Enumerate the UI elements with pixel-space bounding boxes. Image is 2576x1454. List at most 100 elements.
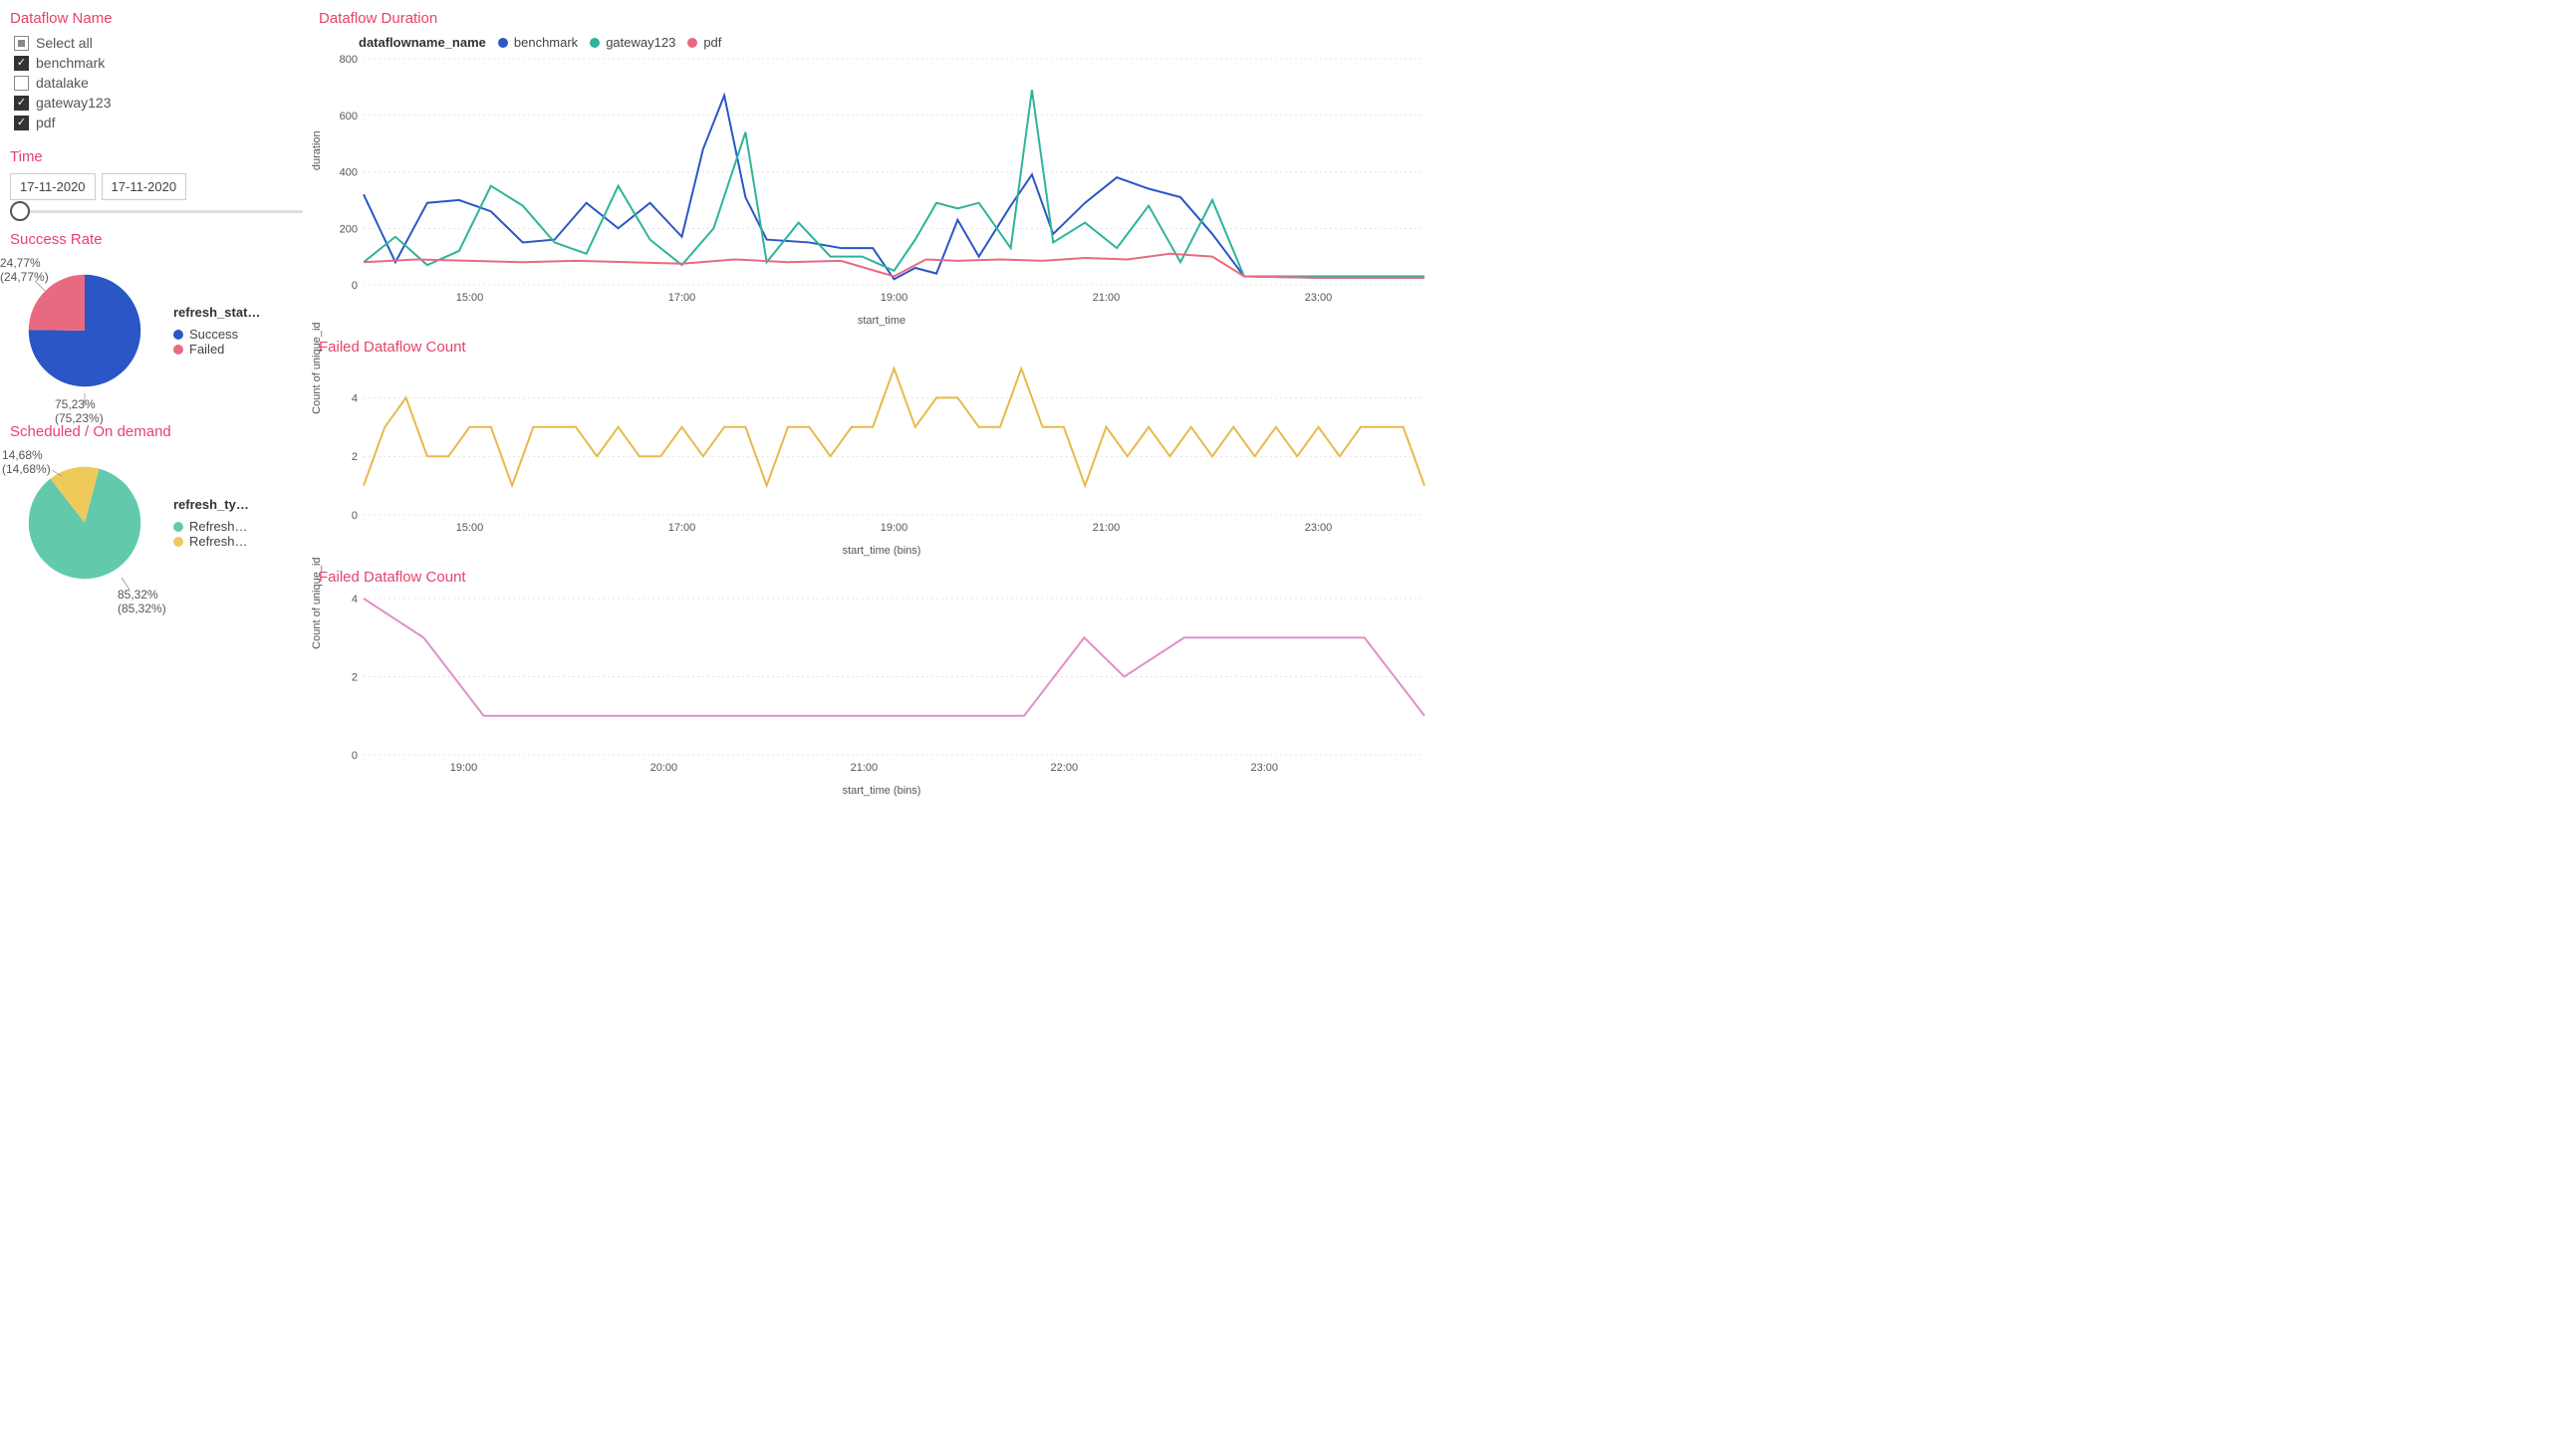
scheduled-pie: 85,32%(85,32%)14,68%(14,68%) [10, 448, 159, 598]
legend-label: Failed [189, 342, 224, 357]
pie-label: 75,23%(75,23%) [55, 397, 104, 426]
series-gateway123 [364, 90, 1424, 276]
svg-text:2: 2 [352, 672, 358, 684]
time-panel: Time 17-11-2020 17-11-2020 [10, 148, 309, 213]
svg-text:600: 600 [340, 111, 358, 122]
svg-text:23:00: 23:00 [1250, 762, 1278, 774]
legend-label: Success [189, 327, 238, 342]
legend-swatch [173, 345, 183, 355]
legend-item: pdf [687, 35, 721, 50]
success-rate-title: Success Rate [10, 231, 309, 248]
pie-label: 14,68%(14,68%) [2, 448, 51, 477]
pie-label: 24,77%(24,77%) [0, 256, 49, 285]
svg-text:23:00: 23:00 [1305, 292, 1333, 304]
series-line [364, 368, 1424, 486]
legend-label: Refresh… [189, 534, 248, 549]
failed-count-2-panel: Failed Dataflow Count Count of unique_id… [319, 569, 1444, 797]
filter-item-label: benchmark [36, 55, 105, 71]
checkbox-icon[interactable]: ✓ [14, 56, 29, 71]
success-legend-title: refresh_stat… [173, 305, 260, 320]
legend-swatch [498, 38, 508, 48]
legend-swatch [173, 537, 183, 547]
series-benchmark [364, 96, 1424, 279]
svg-text:21:00: 21:00 [851, 762, 879, 774]
checkbox-icon[interactable] [14, 76, 29, 91]
series-line [364, 599, 1424, 716]
svg-text:19:00: 19:00 [450, 762, 478, 774]
svg-text:15:00: 15:00 [456, 292, 484, 304]
checkbox-icon[interactable] [14, 36, 29, 51]
svg-text:0: 0 [352, 280, 358, 292]
svg-text:21:00: 21:00 [1093, 292, 1121, 304]
filter-item-datalake[interactable]: datalake [14, 75, 309, 91]
legend-swatch [173, 330, 183, 340]
filter-item-label: pdf [36, 115, 55, 130]
duration-chart: duration020040060080015:0017:0019:0021:0… [319, 54, 1444, 327]
filter-item-label: datalake [36, 75, 89, 91]
failed-count-1-panel: Failed Dataflow Count Count of unique_id… [319, 339, 1444, 557]
legend-label: gateway123 [606, 35, 675, 50]
duration-chart-title: Dataflow Duration [319, 10, 1444, 27]
filter-item-Select-all[interactable]: Select all [14, 35, 309, 51]
legend-item: Failed [173, 342, 260, 357]
legend-label: pdf [703, 35, 721, 50]
legend-item: Refresh… [173, 519, 249, 534]
filter-item-benchmark[interactable]: ✓ benchmark [14, 55, 309, 71]
duration-chart-panel: Dataflow Duration dataflowname_name bench… [319, 10, 1444, 327]
legend-item: Success [173, 327, 260, 342]
svg-text:23:00: 23:00 [1305, 522, 1333, 534]
legend-swatch [173, 522, 183, 532]
duration-legend-label: dataflowname_name [359, 35, 486, 50]
svg-text:17:00: 17:00 [668, 522, 696, 534]
checkbox-icon[interactable]: ✓ [14, 96, 29, 111]
svg-text:2: 2 [352, 451, 358, 463]
failed-count-1-chart: Count of unique_id02415:0017:0019:0021:0… [319, 364, 1444, 557]
svg-text:0: 0 [352, 750, 358, 762]
filter-item-pdf[interactable]: ✓ pdf [14, 115, 309, 130]
svg-text:22:00: 22:00 [1051, 762, 1079, 774]
y-axis-label: Count of unique_id [311, 322, 323, 413]
svg-text:20:00: 20:00 [650, 762, 678, 774]
svg-text:4: 4 [352, 392, 358, 404]
svg-text:19:00: 19:00 [881, 292, 908, 304]
filter-title: Dataflow Name [10, 10, 309, 27]
failed-count-2-chart: Count of unique_id02419:0020:0021:0022:0… [319, 594, 1444, 797]
legend-label: benchmark [514, 35, 578, 50]
svg-text:0: 0 [352, 510, 358, 522]
filter-item-label: gateway123 [36, 95, 112, 111]
time-title: Time [10, 148, 309, 165]
legend-label: Refresh… [189, 519, 248, 534]
pie-label: 85,32%(85,32%) [118, 588, 166, 616]
filter-item-label: Select all [36, 35, 93, 51]
x-axis-label: start_time (bins) [319, 785, 1444, 797]
time-start-input[interactable]: 17-11-2020 [10, 173, 96, 200]
series-pdf [364, 254, 1424, 278]
legend-swatch [687, 38, 697, 48]
time-slider-handle[interactable] [10, 201, 30, 221]
filter-item-gateway123[interactable]: ✓ gateway123 [14, 95, 309, 111]
filter-panel: Dataflow Name Select all ✓ benchmark datala… [10, 10, 309, 130]
svg-text:21:00: 21:00 [1093, 522, 1121, 534]
legend-swatch [590, 38, 600, 48]
svg-text:400: 400 [340, 167, 358, 179]
duration-legend: dataflowname_name benchmark gateway123 pdf [319, 35, 1444, 50]
checkbox-icon[interactable]: ✓ [14, 116, 29, 130]
y-axis-label: Count of unique_id [311, 557, 323, 648]
failed-count-1-title: Failed Dataflow Count [319, 339, 1444, 356]
scheduled-legend-title: refresh_ty… [173, 497, 249, 512]
svg-text:800: 800 [340, 54, 358, 66]
svg-text:19:00: 19:00 [881, 522, 908, 534]
scheduled-panel: Scheduled / On demand 85,32%(85,32%)14,6… [10, 423, 309, 598]
failed-count-2-title: Failed Dataflow Count [319, 569, 1444, 586]
success-rate-panel: Success Rate 75,23%(75,23%)24,77%(24,77%… [10, 231, 309, 405]
time-end-input[interactable]: 17-11-2020 [102, 173, 187, 200]
y-axis-label: duration [311, 130, 323, 170]
legend-item: benchmark [498, 35, 578, 50]
svg-text:15:00: 15:00 [456, 522, 484, 534]
x-axis-label: start_time [319, 315, 1444, 327]
svg-text:200: 200 [340, 223, 358, 235]
x-axis-label: start_time (bins) [319, 545, 1444, 557]
legend-item: gateway123 [590, 35, 675, 50]
time-slider[interactable] [16, 210, 303, 213]
svg-text:17:00: 17:00 [668, 292, 696, 304]
